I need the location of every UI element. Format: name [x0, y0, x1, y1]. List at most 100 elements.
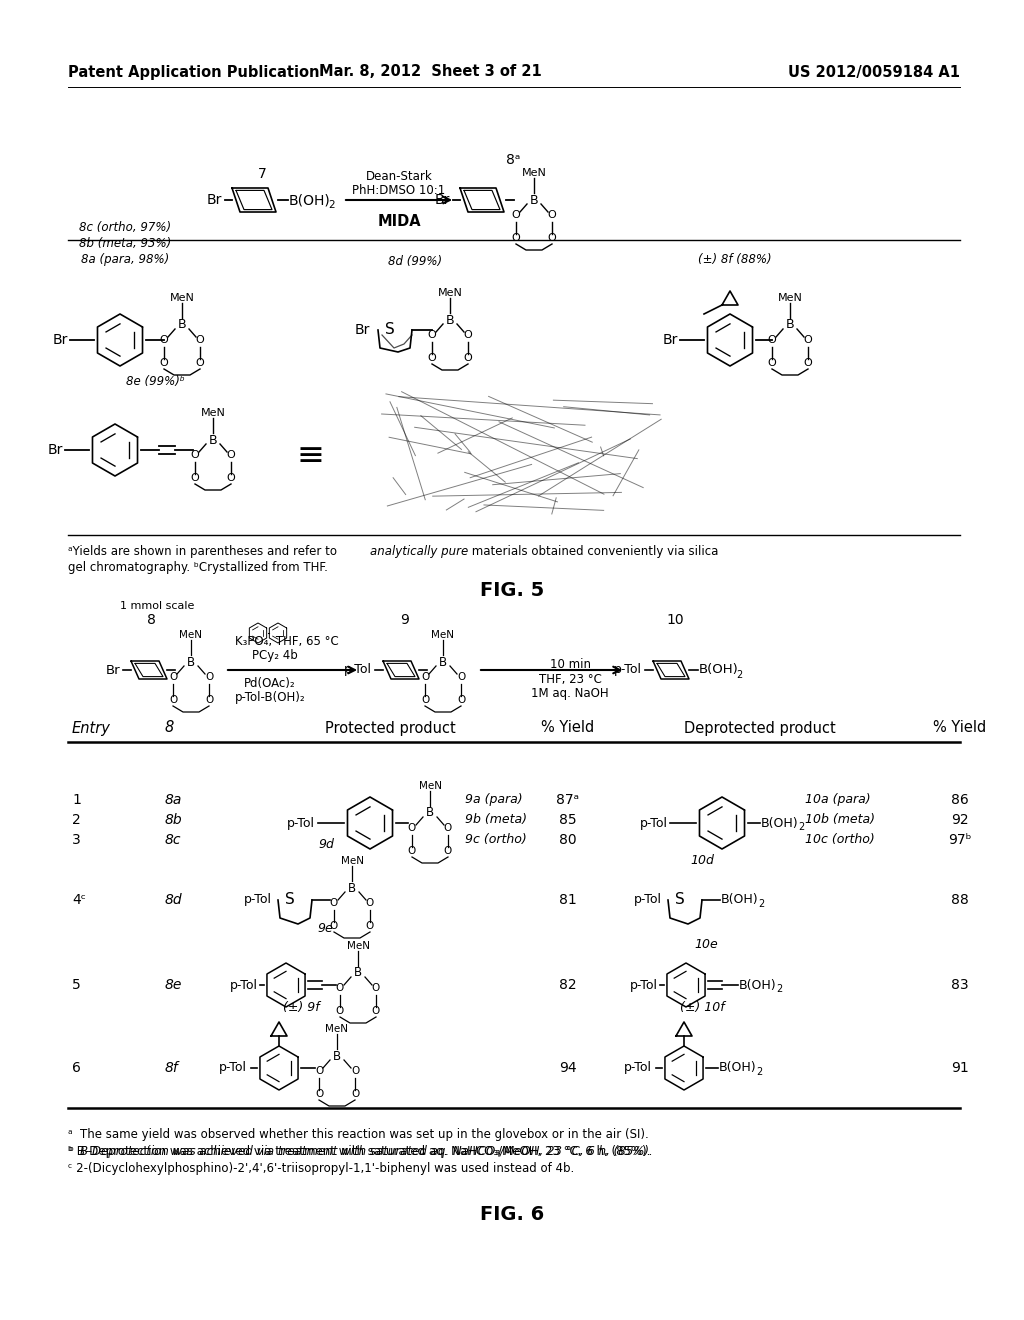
- Text: Br: Br: [354, 323, 370, 337]
- Text: O: O: [205, 696, 213, 705]
- Text: B: B: [187, 656, 195, 668]
- Text: MeN: MeN: [170, 293, 195, 304]
- Text: MeN: MeN: [179, 630, 203, 640]
- Text: 2: 2: [328, 201, 335, 210]
- Text: 7: 7: [258, 168, 266, 181]
- Text: O: O: [226, 450, 236, 459]
- Text: B: B: [445, 314, 455, 326]
- Text: 87ᵃ: 87ᵃ: [556, 793, 580, 807]
- Text: 1M aq. NaOH: 1M aq. NaOH: [531, 688, 609, 701]
- Text: O: O: [512, 234, 520, 243]
- Text: PhH:DMSO 10:1: PhH:DMSO 10:1: [352, 183, 445, 197]
- Text: 10a (para): 10a (para): [805, 793, 870, 807]
- Text: B: B: [209, 433, 217, 446]
- Text: O: O: [196, 335, 205, 345]
- Text: O: O: [160, 358, 168, 368]
- Text: p-Tol: p-Tol: [624, 1061, 652, 1074]
- Text: O: O: [330, 921, 338, 931]
- Text: O: O: [457, 672, 465, 682]
- Text: MeN: MeN: [777, 293, 803, 304]
- Text: FIG. 5: FIG. 5: [480, 581, 544, 599]
- Text: 8a (para, 98%): 8a (para, 98%): [81, 253, 169, 267]
- Text: 10b (meta): 10b (meta): [805, 813, 874, 826]
- Text: % Yield: % Yield: [542, 721, 595, 735]
- Text: 2: 2: [756, 1067, 762, 1077]
- Text: K₃PO₄, THF, 65 °C: K₃PO₄, THF, 65 °C: [234, 635, 339, 648]
- Text: p-Tol: p-Tol: [219, 1061, 247, 1074]
- Text: Br: Br: [52, 333, 68, 347]
- Text: US 2012/0059184 A1: US 2012/0059184 A1: [788, 65, 961, 79]
- Text: % Yield: % Yield: [933, 721, 987, 735]
- Text: 5: 5: [72, 978, 81, 993]
- Text: (±) 10f: (±) 10f: [680, 1002, 724, 1015]
- Text: p-Tol: p-Tol: [244, 894, 272, 907]
- Text: 9b (meta): 9b (meta): [465, 813, 527, 826]
- Text: 2: 2: [72, 813, 81, 828]
- Text: 8b: 8b: [165, 813, 182, 828]
- Text: 9e: 9e: [317, 923, 333, 936]
- Text: O: O: [443, 846, 453, 855]
- Text: B(OH): B(OH): [699, 664, 738, 676]
- Text: Pd(OAc)₂: Pd(OAc)₂: [244, 677, 296, 690]
- Text: 8d: 8d: [165, 894, 182, 907]
- Text: MeN: MeN: [431, 630, 455, 640]
- Text: B: B: [333, 1049, 341, 1063]
- Text: MeN: MeN: [437, 288, 463, 298]
- Text: O: O: [464, 352, 472, 363]
- Text: 2: 2: [758, 899, 764, 909]
- Text: O: O: [190, 450, 200, 459]
- Text: 82: 82: [559, 978, 577, 993]
- Text: O: O: [457, 696, 465, 705]
- Text: PCy₂ 4b: PCy₂ 4b: [252, 649, 298, 663]
- Text: Br: Br: [48, 444, 63, 457]
- Text: S: S: [385, 322, 395, 338]
- Text: Br: Br: [105, 664, 120, 676]
- Text: Protected product: Protected product: [325, 721, 456, 735]
- Text: O: O: [169, 696, 177, 705]
- Text: B-Deprotection was achieved via treatment with saturated aq. NaHCO₃/MeOH, 23 °C,: B-Deprotection was achieved via treatmen…: [80, 1144, 652, 1158]
- Text: 8: 8: [165, 721, 174, 735]
- Text: p-Tol: p-Tol: [634, 894, 662, 907]
- Text: Mar. 8, 2012  Sheet 3 of 21: Mar. 8, 2012 Sheet 3 of 21: [318, 65, 542, 79]
- Text: O: O: [548, 234, 556, 243]
- Text: 8a: 8a: [165, 793, 182, 807]
- Text: B: B: [348, 882, 356, 895]
- Text: O: O: [366, 898, 374, 908]
- Text: B(OH): B(OH): [719, 1061, 757, 1074]
- Text: O: O: [548, 210, 556, 220]
- Text: p-Tol: p-Tol: [344, 664, 372, 676]
- Text: (±) 9f: (±) 9f: [283, 1002, 319, 1015]
- Text: O: O: [226, 473, 236, 483]
- Text: 9a (para): 9a (para): [465, 793, 522, 807]
- Text: O: O: [205, 672, 213, 682]
- Text: O: O: [196, 358, 205, 368]
- Text: MeN: MeN: [341, 855, 364, 866]
- Text: O: O: [372, 983, 380, 993]
- Text: S: S: [675, 892, 685, 908]
- Text: MeN: MeN: [201, 408, 225, 418]
- Text: O: O: [768, 335, 776, 345]
- Text: 91: 91: [951, 1061, 969, 1074]
- Text: ᵇ: ᵇ: [68, 1144, 73, 1158]
- Text: 81: 81: [559, 894, 577, 907]
- Text: p-Tol: p-Tol: [230, 978, 258, 991]
- Text: 2: 2: [798, 822, 804, 832]
- Text: O: O: [428, 330, 436, 341]
- Text: MeN: MeN: [326, 1024, 348, 1034]
- Text: ᶜ 2-(Dicyclohexylphosphino)-2',4',6'-triisopropyl-1,1'-biphenyl was used instead: ᶜ 2-(Dicyclohexylphosphino)-2',4',6'-tri…: [68, 1162, 574, 1175]
- Text: ᵃ: ᵃ: [68, 1129, 73, 1140]
- Text: ᵇ B-Deprotection was achieved via treatment with saturated aq. NaHCO₃/MeOH, 23 °: ᵇ B-Deprotection was achieved via treatm…: [68, 1144, 650, 1158]
- Text: FIG. 6: FIG. 6: [480, 1205, 544, 1225]
- Text: 9: 9: [400, 612, 410, 627]
- Text: materials obtained conveniently via silica: materials obtained conveniently via sili…: [468, 545, 719, 558]
- Text: O: O: [804, 335, 812, 345]
- Text: B: B: [785, 318, 795, 331]
- Text: Entry: Entry: [72, 721, 111, 735]
- Text: 85: 85: [559, 813, 577, 828]
- Text: 8c: 8c: [165, 833, 181, 847]
- Text: 92: 92: [951, 813, 969, 828]
- Text: Br: Br: [207, 193, 222, 207]
- Text: 8f: 8f: [165, 1061, 179, 1074]
- Text: O: O: [336, 1006, 344, 1016]
- Text: O: O: [351, 1089, 359, 1100]
